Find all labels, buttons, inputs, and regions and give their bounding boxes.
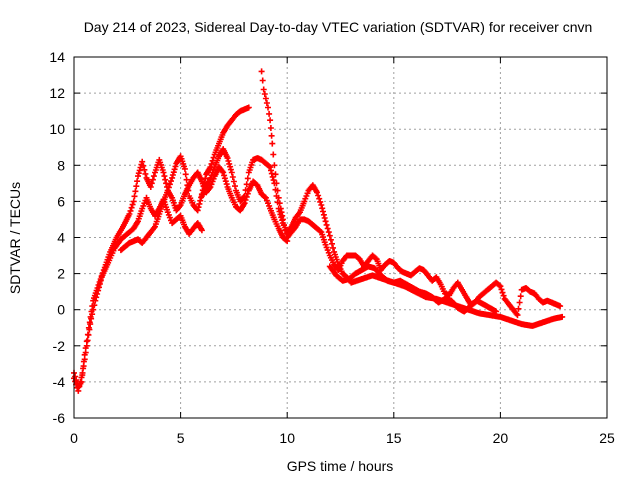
- y-tick-label: -2: [53, 338, 66, 354]
- plot-border: [73, 56, 608, 419]
- y-tick-label: 2: [57, 266, 65, 282]
- y-tick-label: -4: [53, 374, 66, 390]
- x-axis-label: GPS time / hours: [287, 458, 394, 474]
- y-axis-label: SDTVAR / TECUs: [7, 182, 23, 294]
- chart-title: Day 214 of 2023, Sidereal Day-to-day VTE…: [84, 19, 593, 35]
- x-tick-label: 15: [386, 430, 402, 446]
- x-tick-label: 10: [279, 430, 295, 446]
- data-markers: [326, 263, 500, 315]
- data-markers: [117, 164, 291, 254]
- y-tick-label: 8: [57, 157, 65, 173]
- grid-lines: [74, 57, 607, 418]
- y-tick-label: 0: [57, 302, 65, 318]
- y-tick-label: -6: [53, 410, 66, 426]
- data-markers: [71, 194, 205, 394]
- series-trace-a: [71, 104, 252, 391]
- y-tick-label: 10: [49, 121, 65, 137]
- series-trace-e: [258, 68, 564, 319]
- plot-area: [71, 68, 566, 394]
- x-tick-label: 0: [70, 430, 78, 446]
- series-trace-b: [71, 194, 205, 394]
- y-tick-label: 4: [57, 230, 65, 246]
- data-markers: [258, 68, 564, 319]
- y-tick-label: 14: [49, 49, 65, 65]
- series-trace-f: [326, 263, 500, 315]
- series-trace-c: [117, 164, 291, 254]
- x-tick-label: 20: [493, 430, 509, 446]
- data-markers: [71, 104, 252, 391]
- y-tick-label: 6: [57, 193, 65, 209]
- x-tick-label: 25: [599, 430, 615, 446]
- x-tick-label: 5: [177, 430, 185, 446]
- y-tick-label: 12: [49, 85, 65, 101]
